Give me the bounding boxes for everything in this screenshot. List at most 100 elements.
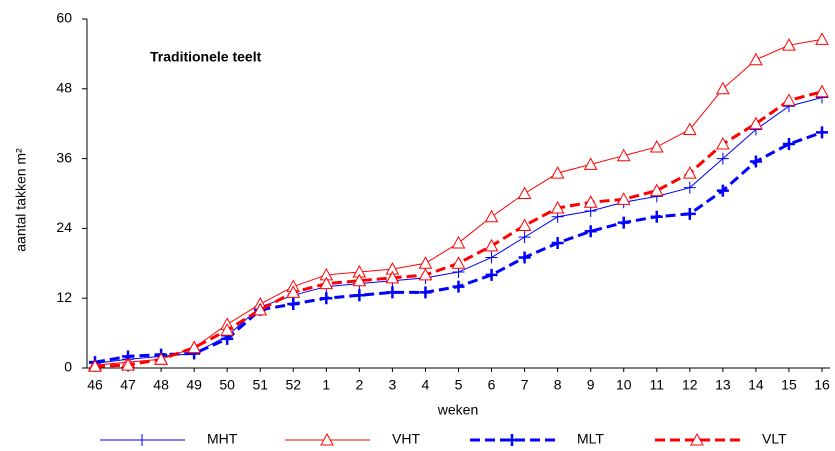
x-tick-label: 9 bbox=[587, 377, 595, 393]
x-tick-label: 10 bbox=[616, 377, 632, 393]
point bbox=[782, 93, 796, 106]
x-tick-label: 8 bbox=[554, 377, 562, 393]
point bbox=[320, 292, 333, 305]
point bbox=[749, 116, 763, 130]
y-tick-label: 12 bbox=[56, 289, 72, 305]
point bbox=[353, 289, 366, 302]
point bbox=[782, 38, 796, 51]
point bbox=[154, 352, 168, 365]
point bbox=[683, 207, 696, 220]
y-axis-label: aantal takken m² bbox=[13, 148, 29, 252]
x-tick-label: 4 bbox=[422, 377, 430, 393]
point bbox=[187, 340, 201, 354]
x-tick-label: 48 bbox=[153, 377, 169, 393]
point bbox=[749, 155, 762, 168]
point bbox=[484, 238, 499, 252]
y-tick-label: 0 bbox=[64, 359, 72, 375]
point bbox=[815, 32, 829, 45]
point bbox=[451, 256, 466, 269]
series-line bbox=[94, 90, 823, 368]
y-tick-label: 36 bbox=[56, 149, 72, 165]
annotation: Traditionele teelt bbox=[150, 49, 262, 65]
legend-marker bbox=[506, 434, 518, 446]
x-tick-label: 13 bbox=[715, 377, 731, 393]
point bbox=[253, 302, 268, 316]
legend-label: VLT bbox=[762, 431, 787, 447]
point bbox=[550, 166, 565, 179]
point bbox=[220, 323, 235, 336]
point bbox=[616, 148, 631, 162]
x-tick-label: 2 bbox=[355, 377, 363, 393]
x-tick-label: 12 bbox=[682, 377, 698, 393]
y-tick-label: 24 bbox=[56, 219, 72, 235]
point bbox=[649, 139, 664, 153]
x-tick-label: 14 bbox=[748, 377, 764, 393]
point bbox=[650, 210, 663, 223]
x-tick-label: 16 bbox=[814, 377, 830, 393]
point bbox=[782, 138, 795, 151]
x-tick-label: 1 bbox=[322, 377, 330, 393]
point bbox=[716, 152, 729, 165]
x-tick-label: 46 bbox=[87, 377, 103, 393]
point bbox=[419, 286, 432, 299]
x-axis-label: weken bbox=[437, 402, 478, 418]
point bbox=[616, 192, 631, 205]
point bbox=[386, 286, 399, 299]
x-tick-label: 50 bbox=[219, 377, 235, 393]
point bbox=[815, 84, 829, 98]
point bbox=[749, 52, 763, 66]
point bbox=[418, 267, 433, 281]
point bbox=[617, 216, 630, 229]
point bbox=[385, 270, 400, 284]
legend-label: MLT bbox=[577, 431, 604, 447]
point bbox=[121, 358, 135, 371]
point bbox=[88, 359, 102, 372]
point bbox=[352, 273, 367, 287]
point bbox=[485, 251, 498, 264]
point bbox=[518, 251, 531, 264]
point bbox=[418, 256, 433, 269]
point bbox=[584, 225, 597, 238]
x-tick-label: 5 bbox=[455, 377, 463, 393]
point bbox=[716, 184, 729, 197]
legend-label: MHT bbox=[207, 431, 238, 447]
x-tick-label: 6 bbox=[488, 377, 496, 393]
point bbox=[683, 181, 696, 194]
legend-label: VHT bbox=[392, 431, 420, 447]
x-tick-label: 51 bbox=[252, 377, 268, 393]
point bbox=[451, 235, 466, 249]
point bbox=[716, 137, 730, 150]
series-line bbox=[94, 97, 823, 364]
point bbox=[484, 209, 499, 223]
point bbox=[649, 183, 664, 197]
point bbox=[287, 298, 300, 311]
series-line bbox=[94, 38, 823, 366]
point bbox=[452, 280, 465, 293]
x-tick-label: 7 bbox=[521, 377, 529, 393]
legend-marker bbox=[690, 432, 704, 446]
x-tick-label: 11 bbox=[649, 377, 664, 393]
x-tick-label: 3 bbox=[389, 377, 397, 393]
legend-marker bbox=[136, 434, 148, 446]
x-tick-label: 47 bbox=[120, 377, 136, 393]
point bbox=[517, 218, 532, 231]
point bbox=[286, 285, 301, 298]
point bbox=[518, 231, 531, 244]
x-tick-label: 52 bbox=[285, 377, 301, 393]
point bbox=[583, 157, 598, 170]
point bbox=[682, 166, 697, 179]
point bbox=[550, 200, 565, 214]
x-tick-label: 49 bbox=[186, 377, 202, 393]
point bbox=[551, 236, 564, 249]
y-tick-label: 60 bbox=[56, 10, 72, 26]
point bbox=[682, 122, 697, 136]
point bbox=[716, 81, 730, 95]
x-tick-label: 15 bbox=[781, 377, 797, 393]
point bbox=[816, 126, 828, 139]
point bbox=[583, 195, 598, 208]
y-tick-label: 48 bbox=[56, 80, 72, 96]
point bbox=[485, 268, 498, 281]
point bbox=[517, 186, 532, 199]
legend-marker bbox=[320, 432, 334, 446]
